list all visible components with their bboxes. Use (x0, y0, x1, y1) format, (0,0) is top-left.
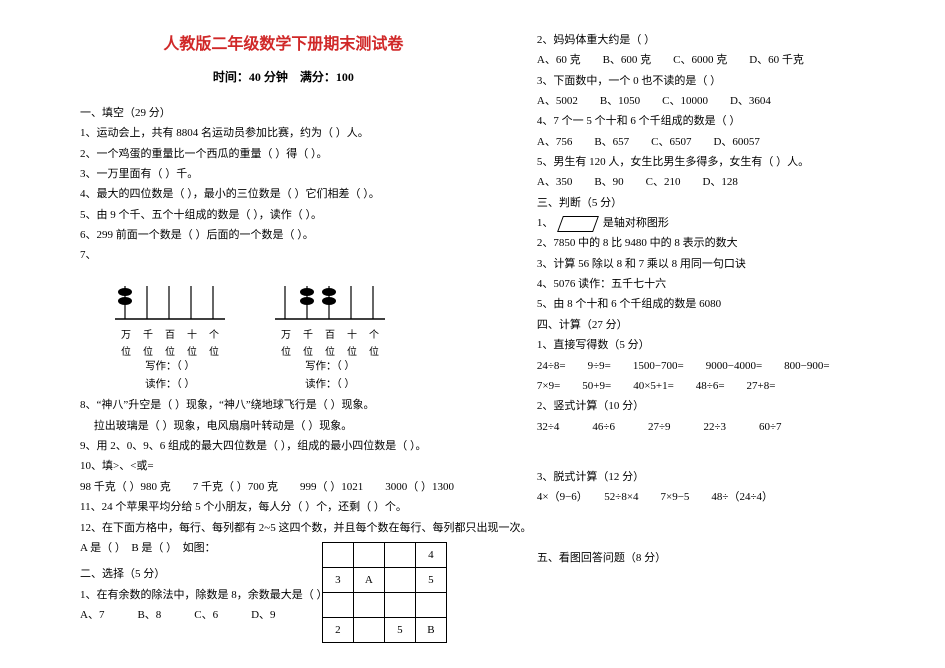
q10b: 98 千克（ ）980 克 7 千克（ ）700 克 999（ ）1021 30… (80, 477, 487, 497)
abacus-2-svg (270, 274, 390, 324)
q4: 4、最大的四位数是（ ），最小的三位数是（ ）它们相差（ ）。 (80, 184, 487, 204)
ab-lbl: 万 (279, 326, 293, 341)
ab-lbl: 百 (323, 326, 337, 341)
abacus-1-labels: 万 千 百 十 个 (119, 326, 221, 341)
q3-2: 2、7850 中的 8 比 9480 中的 8 表示的数大 (537, 233, 905, 253)
cell (384, 542, 415, 567)
ab-sub: 位 (207, 343, 221, 358)
q10a: 10、填>、<或= (80, 456, 487, 476)
ab-sub: 位 (163, 343, 177, 358)
q7: 7、 (80, 245, 487, 265)
table-row: 3 A 5 (322, 567, 446, 592)
q3-1: 1、 是轴对称图形 (537, 213, 905, 233)
q9: 9、用 2、0、9、6 组成的最大四位数是（ ），组成的最小四位数是（ ）。 (80, 436, 487, 456)
ab-lbl: 个 (207, 326, 221, 341)
abacus-1-write: 写作：（ ） (145, 358, 195, 376)
q4-1: 1、直接写得数（5 分） (537, 335, 905, 355)
ab-sub: 位 (141, 343, 155, 358)
q12-wrap: 4 3 A 5 2 5 B (80, 538, 487, 643)
ab-sub: 位 (301, 343, 315, 358)
abacus-2-sublabels: 位 位 位 位 位 (279, 343, 381, 358)
abacus-2-read: 读作：（ ） (305, 376, 355, 394)
q2-4: 4、7 个一 5 个十和 6 个千组成的数是（ ） (537, 111, 905, 131)
ab-lbl: 个 (367, 326, 381, 341)
q2-2-opts: A、60 克 B、600 克 C、6000 克 D、60 千克 (537, 50, 905, 70)
table-row: 4 (322, 542, 446, 567)
section-5-header: 五、看图回答问题（8 分） (537, 548, 905, 568)
table-row: 2 5 B (322, 617, 446, 642)
left-column: 人教版二年级数学下册期末测试卷 时间：40 分钟 满分：100 一、填空（29 … (80, 30, 487, 643)
q3-1a: 1、 (537, 217, 554, 229)
q3-5: 5、由 8 个十和 6 个千组成的数是 6080 (537, 294, 905, 314)
abacus-1: 万 千 百 十 个 位 位 位 位 位 写作：（ ） 读作：（ ） (110, 274, 230, 394)
right-column: 2、妈妈体重大约是（ ） A、60 克 B、600 克 C、6000 克 D、6… (537, 30, 905, 643)
ab-sub: 位 (323, 343, 337, 358)
q8b: 拉出玻璃是（ ）现象，电风扇扇叶转动是（ ）现象。 (80, 416, 487, 436)
q3-1b: 是轴对称图形 (603, 217, 669, 229)
cell (384, 592, 415, 617)
q2-4-opts: A、756 B、657 C、6507 D、60057 (537, 132, 905, 152)
q2-5: 5、男生有 120 人，女生比男生多得多，女生有（ ）人。 (537, 152, 905, 172)
q2-5-opts: A、350 B、90 C、210 D、128 (537, 172, 905, 192)
cell: 2 (322, 617, 353, 642)
ab-lbl: 千 (301, 326, 315, 341)
q8a: 8、“神八”升空是（ ）现象，“神八”绕地球飞行是（ ）现象。 (80, 395, 487, 415)
abacus-1-svg (110, 274, 230, 324)
section-1-header: 一、填空（29 分） (80, 103, 487, 123)
cell: 5 (415, 567, 446, 592)
q3-3: 3、计算 56 除以 8 和 7 乘以 8 用同一句口诀 (537, 254, 905, 274)
cell (322, 542, 353, 567)
ab-lbl: 百 (163, 326, 177, 341)
cell: 5 (384, 617, 415, 642)
cell: B (415, 617, 446, 642)
q4-3a: 4×（9−6） 52÷8×4 7×9−5 48÷（24÷4） (537, 487, 905, 507)
cell (415, 592, 446, 617)
ab-sub: 位 (185, 343, 199, 358)
ab-lbl: 十 (185, 326, 199, 341)
q6: 6、299 前面一个数是（ ）后面的一个数是（ ）。 (80, 225, 487, 245)
q2: 2、一个鸡蛋的重量比一个西瓜的重量（ ）得（ ）。 (80, 144, 487, 164)
section-4-header: 四、计算（27 分） (537, 315, 905, 335)
cell (384, 567, 415, 592)
abacus-2-labels: 万 千 百 十 个 (279, 326, 381, 341)
q4-2: 2、竖式计算（10 分） (537, 396, 905, 416)
doc-title: 人教版二年级数学下册期末测试卷 (80, 30, 487, 54)
doc-subtitle: 时间：40 分钟 满分：100 (80, 68, 487, 85)
ab-sub: 位 (367, 343, 381, 358)
cell (353, 617, 384, 642)
q2-2: 2、妈妈体重大约是（ ） (537, 30, 905, 50)
q2-3: 3、下面数中，一个 0 也不读的是（ ） (537, 71, 905, 91)
abacus-2-write: 写作：（ ） (305, 358, 355, 376)
abacus-2: 万 千 百 十 个 位 位 位 位 位 写作：（ ） 读作：（ ） (270, 274, 390, 394)
abacus-1-sublabels: 位 位 位 位 位 (119, 343, 221, 358)
cell (353, 592, 384, 617)
abacus-1-read: 读作：（ ） (145, 376, 195, 394)
cell: 4 (415, 542, 446, 567)
ab-sub: 位 (279, 343, 293, 358)
ab-lbl: 千 (141, 326, 155, 341)
parallelogram-icon (557, 216, 599, 232)
table-row (322, 592, 446, 617)
ab-lbl: 万 (119, 326, 133, 341)
page: 人教版二年级数学下册期末测试卷 时间：40 分钟 满分：100 一、填空（29 … (0, 0, 945, 663)
cell: A (353, 567, 384, 592)
q3-4: 4、5076 读作：五千七十六 (537, 274, 905, 294)
q4-1b: 7×9= 50+9= 40×5+1= 48÷6= 27+8= (537, 376, 905, 396)
q1: 1、运动会上，共有 8804 名运动员参加比赛，约为（ ）人。 (80, 123, 487, 143)
q4-3: 3、脱式计算（12 分） (537, 467, 905, 487)
grid-table: 4 3 A 5 2 5 B (322, 542, 447, 643)
q4-1a: 24÷8= 9÷9= 1500−700= 9000−4000= 800−900= (537, 356, 905, 376)
q11: 11、24 个苹果平均分给 5 个小朋友，每人分（ ）个，还剩（ ）个。 (80, 497, 487, 517)
cell (353, 542, 384, 567)
ab-sub: 位 (345, 343, 359, 358)
section-3-header: 三、判断（5 分） (537, 193, 905, 213)
q5: 5、由 9 个千、五个十组成的数是（ ），读作（ ）。 (80, 205, 487, 225)
q12a: 12、在下面方格中，每行、每列都有 2~5 这四个数，并且每个数在每行、每列都只… (80, 518, 487, 538)
q3: 3、一万里面有（ ）千。 (80, 164, 487, 184)
ab-sub: 位 (119, 343, 133, 358)
ab-lbl: 十 (345, 326, 359, 341)
q2-3-opts: A、5002 B、1050 C、10000 D、3604 (537, 91, 905, 111)
q4-2a: 32÷4 46÷6 27÷9 22÷3 60÷7 (537, 417, 905, 437)
abacus-row: 万 千 百 十 个 位 位 位 位 位 写作：（ ） 读作：（ ） (110, 274, 487, 394)
